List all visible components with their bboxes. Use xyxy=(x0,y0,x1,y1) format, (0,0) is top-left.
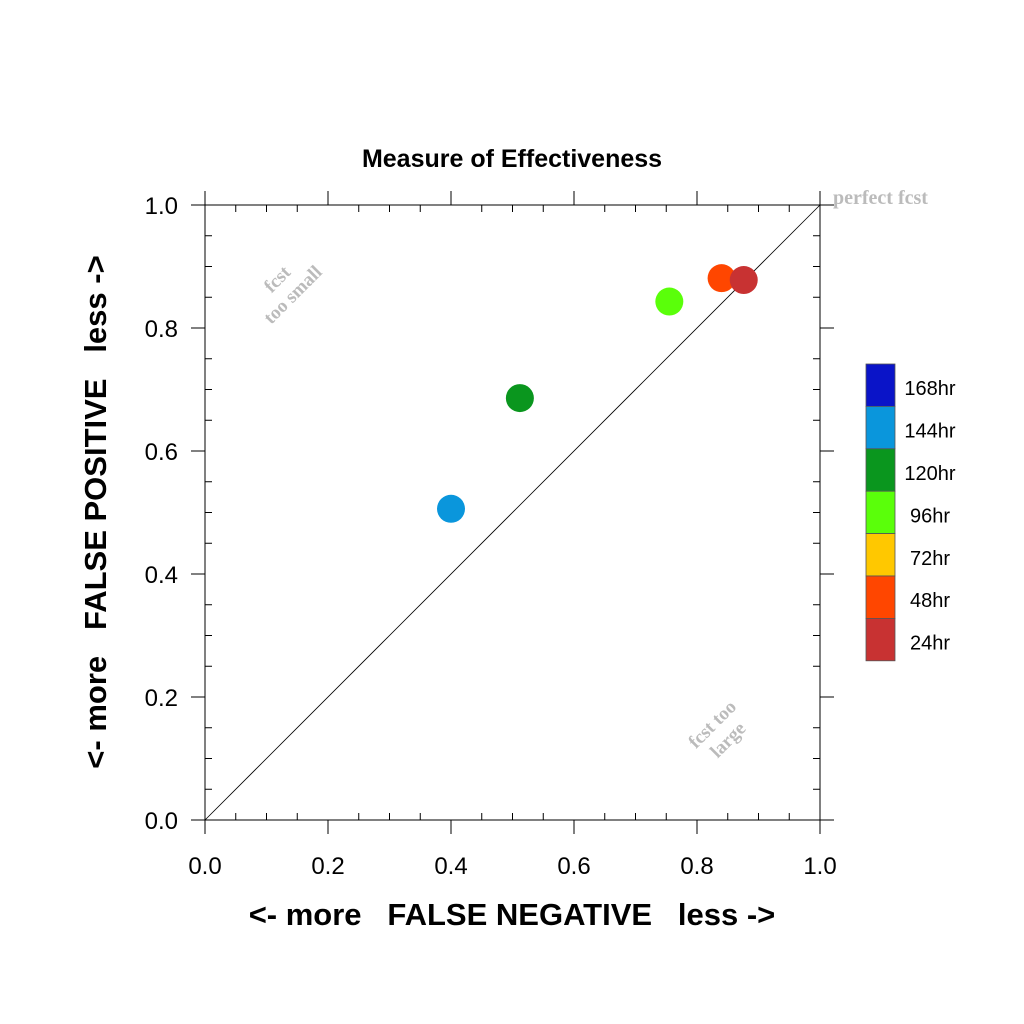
annotation-too-large: fcst too large xyxy=(685,697,751,763)
y-axis-label: <- more FALSE POSITIVE less -> xyxy=(78,255,113,768)
x-tick-label: 0.4 xyxy=(434,853,467,880)
y-tick-label: 0.4 xyxy=(145,562,178,589)
y-tick-label: 0.2 xyxy=(145,685,178,712)
data-point-120hr xyxy=(505,384,534,413)
y-tick-label: 0.0 xyxy=(145,808,178,835)
legend-swatch-168hr xyxy=(865,363,896,407)
data-points xyxy=(437,264,758,523)
annotation-too-small: fcst too small xyxy=(260,262,327,329)
legend-swatch-72hr xyxy=(865,533,896,577)
legend-swatch-96hr xyxy=(865,490,896,535)
annotation-perfect-fcst: perfect fcst xyxy=(833,187,928,209)
x-tick-label: 0.2 xyxy=(311,853,344,880)
y-tick-label: 0.8 xyxy=(145,316,178,343)
legend-swatch-24hr xyxy=(865,618,896,662)
x-axis-label: <- more FALSE NEGATIVE less -> xyxy=(249,897,776,932)
diagonal-line xyxy=(204,204,821,821)
legend-label-48hr: 48hr xyxy=(910,590,950,612)
axis-ticks xyxy=(191,191,834,834)
data-point-48hr xyxy=(707,264,736,293)
legend-label-24hr: 24hr xyxy=(910,633,950,655)
legend-label-72hr: 72hr xyxy=(910,548,950,570)
y-tick-label: 1.0 xyxy=(145,193,178,220)
legend-swatch-48hr xyxy=(865,575,896,619)
data-point-24hr xyxy=(729,266,758,295)
legend-label-96hr: 96hr xyxy=(910,505,950,527)
legend-swatch-120hr xyxy=(865,448,896,492)
data-point-96hr xyxy=(655,287,684,316)
x-tick-label: 1.0 xyxy=(803,853,836,880)
axis-tick-labels: 0.0 0.2 0.4 0.6 0.8 1.0 0.0 0.2 0.4 0.6 0.8 1.0 xyxy=(145,193,837,880)
legend-swatch-144hr xyxy=(865,405,896,450)
y-tick-label: 0.6 xyxy=(145,439,178,466)
legend-label-120hr: 120hr xyxy=(904,463,955,485)
legend-label-168hr: 168hr xyxy=(904,378,955,400)
legend: 168hr 144hr 120hr 96hr 72hr 48hr 24hr xyxy=(865,363,956,662)
chart-title: Measure of Effectiveness xyxy=(362,145,662,173)
data-point-144hr xyxy=(437,494,465,523)
legend-label-144hr: 144hr xyxy=(904,421,955,443)
x-tick-label: 0.0 xyxy=(188,853,221,880)
x-tick-label: 0.6 xyxy=(557,853,590,880)
x-tick-label: 0.8 xyxy=(680,853,713,880)
